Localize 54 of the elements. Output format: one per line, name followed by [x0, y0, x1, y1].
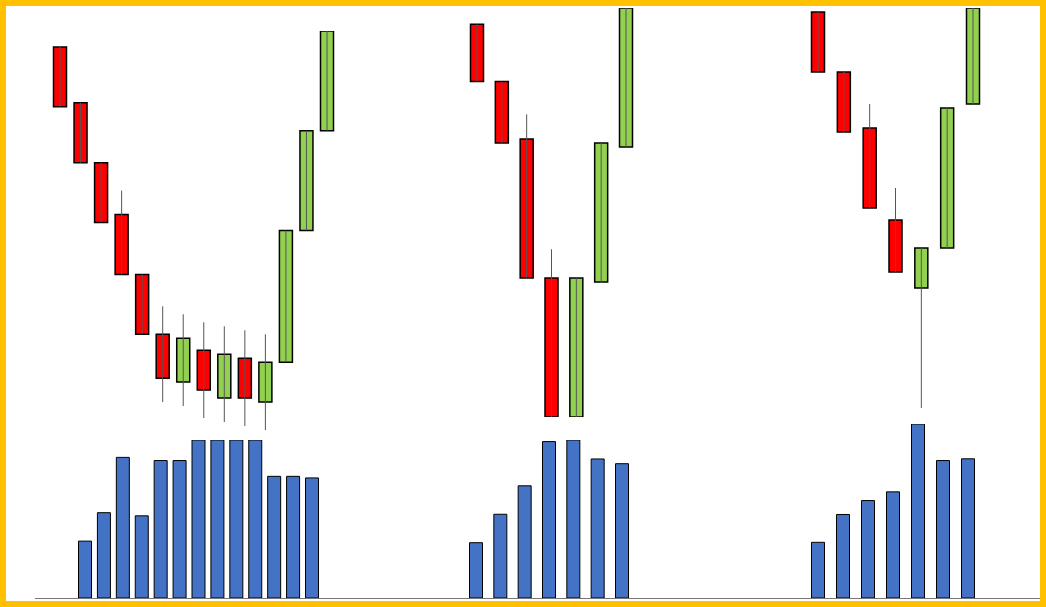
- bar: [134, 515, 149, 598]
- bar: [517, 485, 532, 598]
- bar: [191, 440, 206, 598]
- candlestick: [278, 229, 294, 363]
- bar: [936, 460, 950, 598]
- candlestick: [73, 102, 88, 164]
- candlestick: [155, 305, 170, 403]
- bar: [267, 475, 282, 598]
- candlestick: [618, 8, 634, 148]
- candlestick: [965, 8, 981, 105]
- bar: [96, 512, 111, 598]
- candlestick: [494, 80, 510, 144]
- bar: [115, 456, 130, 598]
- bar: [153, 460, 168, 598]
- candlestick: [569, 277, 584, 417]
- bar: [811, 541, 825, 598]
- bar: [836, 513, 850, 598]
- bar: [861, 500, 875, 598]
- candlestick: [196, 321, 212, 419]
- candlestick: [114, 190, 129, 276]
- candlestick: [469, 23, 485, 83]
- bar: [172, 460, 187, 598]
- bar: [542, 441, 556, 598]
- candlestick: [810, 11, 826, 73]
- bar: [886, 491, 900, 598]
- candlestick: [258, 333, 273, 430]
- candlestick: [939, 107, 955, 249]
- candlestick: [93, 161, 109, 224]
- candlestick: [593, 142, 609, 283]
- bar: [78, 540, 92, 598]
- bar: [566, 440, 581, 598]
- candlestick: [52, 46, 68, 108]
- candlestick: [175, 313, 191, 407]
- bar: [305, 477, 319, 598]
- bar: [590, 458, 605, 598]
- candlestick: [836, 71, 852, 133]
- bar: [911, 424, 925, 598]
- candlestick: [319, 31, 335, 132]
- bar: [286, 475, 301, 598]
- candlestick: [519, 113, 534, 279]
- candlestick: [299, 130, 314, 232]
- bar: [493, 513, 508, 598]
- candlestick: [862, 103, 877, 209]
- bar: [210, 440, 225, 598]
- bar: [961, 458, 975, 598]
- bar: [248, 440, 263, 598]
- candlestick: [888, 187, 903, 273]
- candlestick: [134, 273, 150, 335]
- bar: [229, 440, 244, 598]
- candlestick: [914, 247, 929, 408]
- candlestick: [217, 325, 232, 423]
- bar: [615, 463, 629, 598]
- bar: [469, 542, 483, 598]
- candlestick: [544, 248, 559, 417]
